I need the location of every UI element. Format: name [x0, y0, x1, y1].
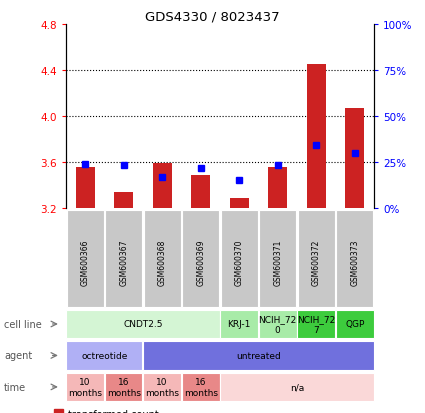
Text: GSM600373: GSM600373 — [350, 239, 359, 285]
Text: GSM600367: GSM600367 — [119, 239, 128, 285]
Text: GDS4330 / 8023437: GDS4330 / 8023437 — [145, 10, 280, 23]
Text: 16
months: 16 months — [184, 377, 218, 396]
Text: GSM600371: GSM600371 — [273, 239, 282, 285]
Text: GSM600369: GSM600369 — [196, 239, 205, 285]
Bar — [268, 167, 287, 209]
Text: 16
months: 16 months — [107, 377, 141, 396]
Bar — [114, 192, 133, 209]
Bar — [230, 198, 249, 209]
Text: GSM600372: GSM600372 — [312, 239, 321, 285]
Text: untreated: untreated — [236, 351, 281, 360]
Text: CNDT2.5: CNDT2.5 — [123, 320, 163, 329]
Text: GSM600366: GSM600366 — [81, 239, 90, 285]
Text: cell line: cell line — [4, 319, 42, 329]
Bar — [191, 175, 210, 209]
Text: GSM600368: GSM600368 — [158, 239, 167, 285]
Text: agent: agent — [4, 351, 32, 361]
Bar — [306, 65, 326, 209]
Bar — [76, 167, 95, 209]
Text: NCIH_72
0: NCIH_72 0 — [258, 315, 297, 334]
Legend: transformed count, percentile rank within the sample: transformed count, percentile rank withi… — [54, 409, 233, 413]
Text: n/a: n/a — [290, 382, 304, 392]
Text: 10
months: 10 months — [145, 377, 179, 396]
Bar — [345, 109, 364, 209]
Text: time: time — [4, 382, 26, 392]
Text: KRJ-1: KRJ-1 — [227, 320, 251, 329]
Text: NCIH_72
7: NCIH_72 7 — [297, 315, 335, 334]
Text: octreotide: octreotide — [81, 351, 128, 360]
Text: 10
months: 10 months — [68, 377, 102, 396]
Text: QGP: QGP — [345, 320, 364, 329]
Text: GSM600370: GSM600370 — [235, 239, 244, 285]
Bar — [153, 164, 172, 209]
